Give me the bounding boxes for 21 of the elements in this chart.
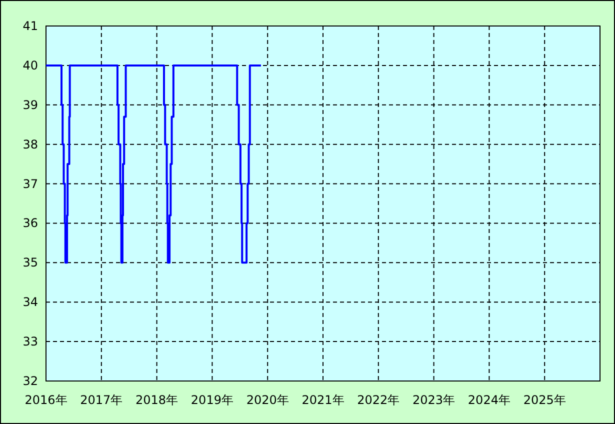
x-tick-label: 2023年	[412, 393, 456, 407]
y-tick-label: 40	[22, 58, 38, 72]
y-tick-label: 41	[22, 19, 38, 33]
x-tick-label: 2021年	[302, 393, 344, 407]
y-tick-label: 37	[22, 176, 38, 191]
y-tick-label: 33	[22, 334, 38, 349]
y-tick-label: 35	[22, 256, 38, 270]
x-tick-label: 2018年	[136, 393, 178, 407]
x-tick-label: 2016年	[24, 393, 68, 407]
y-tick-label: 32	[22, 374, 38, 388]
y-tick-label: 36	[22, 216, 38, 230]
x-tick-label: 2025年	[523, 393, 566, 407]
y-tick-label: 38	[22, 137, 38, 152]
line-series	[45, 64, 262, 264]
x-tick-label: 2019年	[190, 393, 234, 407]
x-tick-label: 2017年	[80, 393, 123, 407]
x-tick-label: 2024年	[468, 393, 510, 407]
y-tick-label: 34	[22, 295, 38, 310]
x-tick-label: 2022年	[357, 393, 400, 407]
y-tick-label: 39	[22, 98, 38, 112]
x-tick-label: 2020年	[246, 393, 289, 407]
